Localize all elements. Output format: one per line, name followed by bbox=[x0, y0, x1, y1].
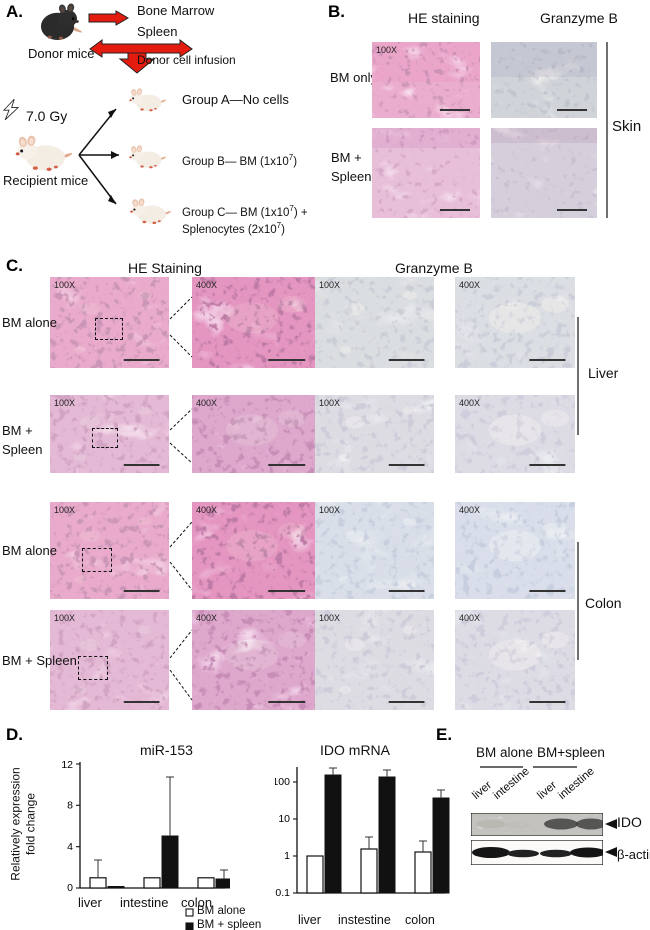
svg-text:100X: 100X bbox=[319, 505, 340, 515]
svg-text:0.1: 0.1 bbox=[275, 887, 290, 899]
svg-text:8: 8 bbox=[67, 800, 73, 812]
svg-text:400X: 400X bbox=[196, 613, 217, 623]
svg-text:100X: 100X bbox=[54, 280, 75, 290]
svg-text:0: 0 bbox=[67, 882, 73, 894]
svg-text:4: 4 bbox=[67, 841, 73, 853]
svg-text:100X: 100X bbox=[319, 280, 340, 290]
svg-text:400X: 400X bbox=[459, 280, 480, 290]
svg-text:400X: 400X bbox=[196, 398, 217, 408]
svg-text:400X: 400X bbox=[459, 613, 480, 623]
svg-text:12: 12 bbox=[61, 760, 73, 771]
svg-text:100X: 100X bbox=[319, 398, 340, 408]
svg-text:400X: 400X bbox=[459, 398, 480, 408]
svg-text:100: 100 bbox=[275, 776, 290, 788]
svg-text:400X: 400X bbox=[196, 280, 217, 290]
svg-text:400X: 400X bbox=[459, 505, 480, 515]
svg-text:100X: 100X bbox=[54, 505, 75, 515]
svg-text:1: 1 bbox=[284, 850, 290, 862]
svg-text:100X: 100X bbox=[54, 398, 75, 408]
svg-text:100X: 100X bbox=[376, 45, 397, 55]
svg-text:100X: 100X bbox=[319, 613, 340, 623]
svg-text:100X: 100X bbox=[54, 613, 75, 623]
svg-text:400X: 400X bbox=[196, 505, 217, 515]
svg-text:10: 10 bbox=[278, 813, 290, 825]
